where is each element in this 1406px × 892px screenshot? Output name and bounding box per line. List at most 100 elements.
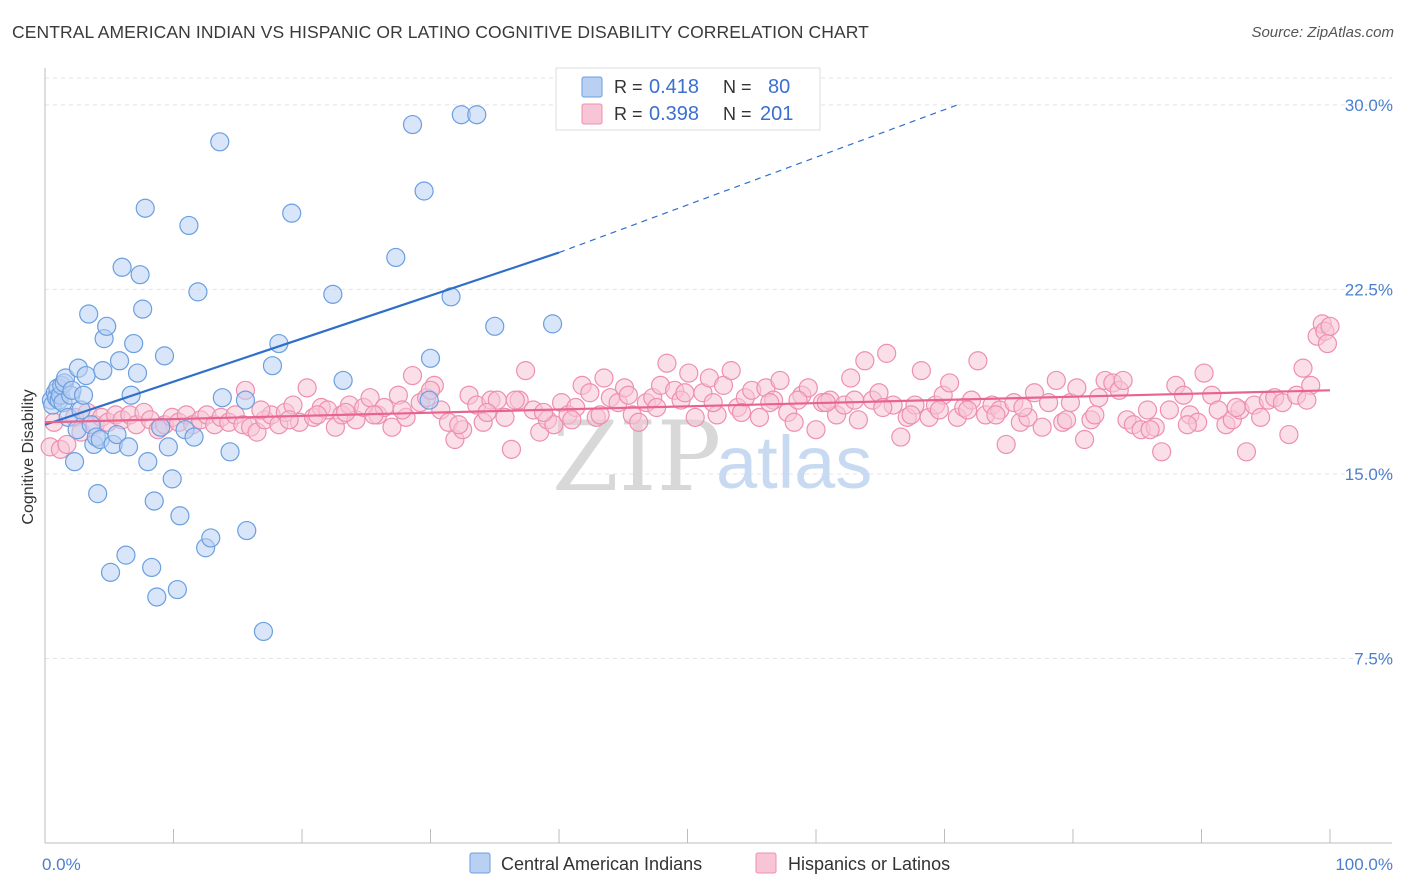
point-central-american-43 [142, 557, 162, 578]
point-central-american-31 [107, 424, 127, 445]
point-central-american-48 [158, 437, 178, 457]
point-hispanic-184 [1317, 333, 1338, 354]
legend-top-r-value-blue: 0.418 [649, 76, 699, 98]
point-hispanic-66 [495, 407, 515, 427]
point-hispanic-144 [1046, 370, 1066, 391]
point-hispanic-215 [392, 400, 412, 420]
point-hispanic-117 [855, 351, 875, 371]
point-hispanic-148 [1074, 429, 1095, 450]
point-central-american-20 [79, 304, 99, 324]
point-hispanic-195 [958, 400, 978, 420]
point-hispanic-194 [986, 405, 1006, 425]
point-hispanic-203 [731, 402, 752, 423]
point-central-american-34 [116, 545, 136, 565]
legend-top-r-label-pink: R = [614, 104, 643, 124]
point-central-american-61 [235, 390, 256, 410]
point-hispanic-110 [806, 420, 826, 440]
point-hispanic-85 [629, 412, 649, 432]
point-hispanic-177 [1279, 424, 1299, 445]
legend-top-swatch-pink [581, 103, 603, 125]
point-hispanic-196 [929, 400, 949, 420]
point-hispanic-187 [1226, 397, 1246, 418]
x-tick-label-1: 100.0% [1335, 855, 1393, 874]
point-hispanic-193 [1013, 397, 1033, 418]
point-hispanic-219 [279, 410, 299, 430]
point-hispanic-115 [841, 368, 861, 388]
point-central-american-40 [133, 299, 153, 319]
point-hispanic-98 [721, 361, 741, 381]
point-central-american-26 [93, 361, 113, 381]
point-hispanic-198 [873, 397, 893, 418]
point-hispanic-116 [848, 410, 869, 430]
point-central-american-64 [262, 356, 283, 376]
point-hispanic-109 [798, 378, 818, 398]
point-central-american-44 [144, 491, 164, 511]
legend-bottom-swatch-pink [755, 852, 777, 874]
point-central-american-41 [135, 198, 155, 218]
point-hispanic-190 [1113, 370, 1133, 391]
point-central-american-67 [323, 284, 343, 304]
y-tick-label-2: 22.5% [1345, 280, 1393, 299]
point-central-american-63 [253, 621, 274, 642]
point-central-american-66 [282, 203, 302, 223]
point-hispanic-162 [1173, 385, 1194, 405]
y-tick-labels: 7.5% 15.0% 22.5% 30.0% [1345, 96, 1393, 669]
series-hispanics-points [40, 314, 1340, 462]
legend-bottom: Central American Indians Hispanics or La… [469, 852, 950, 874]
point-hispanic-207 [618, 385, 638, 405]
legend-top-n-value-pink: 201 [760, 103, 793, 125]
point-hispanic-122 [891, 427, 911, 447]
point-hispanic-171 [1236, 442, 1257, 462]
point-hispanic-160 [1159, 400, 1179, 420]
point-hispanic-220 [251, 400, 271, 420]
point-central-american-29 [100, 562, 121, 582]
point-hispanic-53 [402, 365, 423, 386]
legend-top-swatch-blue [581, 76, 603, 98]
point-hispanic-125 [911, 361, 931, 381]
point-hispanic-78 [580, 383, 600, 403]
point-hispanic-213 [449, 415, 469, 435]
trend-line-central-american [44, 251, 560, 426]
legend-top-n-label-blue: N = [723, 77, 752, 97]
point-central-american-78 [542, 314, 563, 334]
point-hispanic-97 [713, 375, 734, 395]
point-central-american-60 [220, 442, 240, 462]
point-central-american-14 [64, 452, 85, 472]
y-tick-label-0: 7.5% [1354, 649, 1393, 668]
point-central-american-76 [467, 105, 487, 125]
point-hispanic-157 [1137, 400, 1158, 420]
legend-bottom-label-pink: Hispanics or Latinos [788, 854, 950, 874]
point-central-american-62 [237, 520, 257, 541]
point-hispanic-185 [1320, 316, 1340, 336]
point-central-american-50 [167, 579, 187, 600]
legend-top-n-label-pink: N = [723, 104, 752, 124]
point-hispanic-209 [562, 410, 582, 430]
point-central-american-33 [112, 257, 132, 277]
point-central-american-38 [127, 363, 148, 383]
point-central-american-45 [147, 587, 167, 607]
point-hispanic-89 [657, 353, 677, 373]
point-hispanic-210 [533, 402, 554, 423]
point-central-american-57 [201, 528, 221, 548]
trend-lines [44, 104, 1331, 426]
point-hispanic-102 [749, 407, 770, 427]
point-hispanic-105 [770, 370, 790, 391]
series-central-american-points [41, 105, 563, 642]
point-central-american-77 [485, 316, 505, 336]
x-tick-labels: 0.0% 100.0% [42, 855, 1393, 874]
legend-top-r-label-blue: R = [614, 77, 643, 97]
x-tick-label-0: 0.0% [42, 855, 81, 874]
point-hispanic-191 [1085, 405, 1105, 425]
point-central-american-58 [210, 132, 230, 152]
chart-title: CENTRAL AMERICAN INDIAN VS HISPANIC OR L… [12, 22, 869, 42]
gridlines [45, 77, 1392, 659]
point-hispanic-208 [590, 405, 610, 425]
point-central-american-49 [162, 469, 182, 489]
point-hispanic-120 [877, 343, 897, 363]
point-hispanic-38 [297, 378, 317, 398]
point-hispanic-50 [382, 417, 402, 437]
point-hispanic-150 [1089, 388, 1109, 408]
point-hispanic-147 [1067, 378, 1087, 398]
point-central-american-35 [118, 437, 139, 457]
point-central-american-59 [212, 388, 232, 408]
